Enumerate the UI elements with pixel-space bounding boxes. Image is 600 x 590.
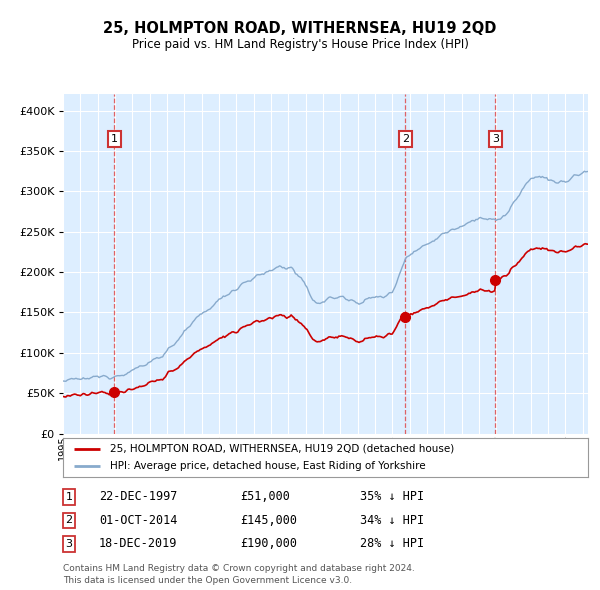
Text: 34% ↓ HPI: 34% ↓ HPI (360, 514, 424, 527)
Text: 25, HOLMPTON ROAD, WITHERNSEA, HU19 2QD (detached house): 25, HOLMPTON ROAD, WITHERNSEA, HU19 2QD … (110, 444, 455, 454)
Text: HPI: Average price, detached house, East Riding of Yorkshire: HPI: Average price, detached house, East… (110, 461, 426, 471)
Text: £145,000: £145,000 (240, 514, 297, 527)
Text: 2: 2 (401, 134, 409, 144)
Text: Contains HM Land Registry data © Crown copyright and database right 2024.
This d: Contains HM Land Registry data © Crown c… (63, 565, 415, 585)
Text: 2: 2 (65, 516, 73, 525)
Text: £190,000: £190,000 (240, 537, 297, 550)
Text: 1: 1 (111, 134, 118, 144)
Text: 28% ↓ HPI: 28% ↓ HPI (360, 537, 424, 550)
Text: 1: 1 (65, 492, 73, 502)
Text: 01-OCT-2014: 01-OCT-2014 (99, 514, 178, 527)
Text: Price paid vs. HM Land Registry's House Price Index (HPI): Price paid vs. HM Land Registry's House … (131, 38, 469, 51)
Text: £51,000: £51,000 (240, 490, 290, 503)
Text: 3: 3 (65, 539, 73, 549)
Text: 18-DEC-2019: 18-DEC-2019 (99, 537, 178, 550)
Text: 22-DEC-1997: 22-DEC-1997 (99, 490, 178, 503)
Text: 25, HOLMPTON ROAD, WITHERNSEA, HU19 2QD: 25, HOLMPTON ROAD, WITHERNSEA, HU19 2QD (103, 21, 497, 35)
Text: 3: 3 (492, 134, 499, 144)
Text: 35% ↓ HPI: 35% ↓ HPI (360, 490, 424, 503)
